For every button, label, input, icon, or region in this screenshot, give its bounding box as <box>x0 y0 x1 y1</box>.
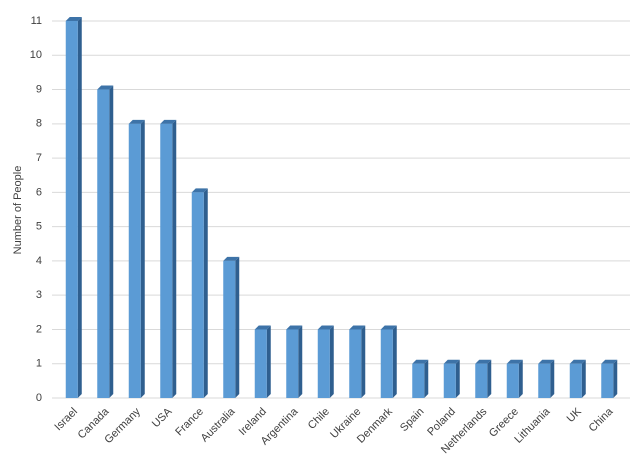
bar-front <box>128 123 141 399</box>
bar-side <box>172 119 177 399</box>
bar-front <box>97 89 110 398</box>
bar <box>601 359 618 398</box>
bar-side <box>361 325 366 398</box>
bar-top <box>569 359 586 364</box>
bar-side <box>455 359 460 398</box>
bar-side <box>298 325 303 398</box>
y-tick-label: 9 <box>36 83 42 95</box>
bar <box>128 119 145 399</box>
bar-top <box>538 359 555 364</box>
bar-front <box>317 329 330 398</box>
y-tick-label: 3 <box>36 289 42 301</box>
x-tick-label: Israel <box>52 406 80 434</box>
y-tick-label: 5 <box>36 221 42 233</box>
y-tick-label: 2 <box>36 323 42 335</box>
x-tick-label: China <box>587 405 616 434</box>
bar-side <box>77 17 82 398</box>
bar-front <box>538 363 551 398</box>
bar <box>569 359 586 398</box>
x-tick-label: Lithuania <box>512 405 553 446</box>
y-tick-label: 8 <box>36 118 42 130</box>
bar <box>160 119 177 399</box>
bar-side <box>109 85 114 398</box>
y-tick-label: 11 <box>31 15 42 27</box>
bar-side <box>329 325 334 398</box>
y-tick-label: 10 <box>30 49 42 61</box>
bar-side <box>424 359 429 398</box>
bar-side <box>392 325 397 398</box>
bar-side <box>140 119 145 399</box>
bar-top <box>380 325 397 330</box>
bar-front <box>475 363 488 398</box>
bar-front <box>569 363 582 398</box>
bar <box>349 325 366 398</box>
bar <box>317 325 334 398</box>
bar-side <box>266 325 271 398</box>
bar <box>475 359 492 398</box>
bar-side <box>550 359 555 398</box>
bar-top <box>191 188 208 193</box>
bar-side <box>203 188 208 398</box>
bar-top <box>65 17 82 21</box>
bar <box>65 17 82 398</box>
bar-top <box>286 325 303 330</box>
bar-top <box>601 359 618 364</box>
bar-top <box>223 256 240 261</box>
bar-front <box>191 192 204 398</box>
bar <box>286 325 303 398</box>
bar-front <box>412 363 425 398</box>
bar-top <box>475 359 492 364</box>
bar <box>254 325 271 398</box>
y-axis-label: Number of People <box>12 166 24 255</box>
bar-front <box>443 363 456 398</box>
bar-front <box>65 21 78 398</box>
x-tick-label: UK <box>565 405 585 425</box>
bar-side <box>613 359 618 398</box>
bar <box>412 359 429 398</box>
x-tick-label: Denmark <box>355 405 395 445</box>
y-tick-label: 0 <box>36 392 42 404</box>
bar-front <box>254 329 267 398</box>
bar-front <box>286 329 299 398</box>
bar-side <box>518 359 523 398</box>
y-tick-label: 6 <box>36 186 42 198</box>
bar-front <box>380 329 393 398</box>
bar-side <box>487 359 492 398</box>
y-tick-label: 1 <box>36 358 42 370</box>
bar-top <box>128 119 145 124</box>
x-tick-label: Australia <box>199 405 238 444</box>
bar <box>223 256 240 398</box>
bar-side <box>581 359 586 398</box>
x-tick-label: Spain <box>398 406 426 434</box>
bar <box>191 188 208 398</box>
bar-top <box>506 359 523 364</box>
bar <box>97 85 114 398</box>
y-tick-label: 7 <box>36 152 42 164</box>
bar-top <box>160 119 177 124</box>
bar-top <box>97 85 114 90</box>
bar-front <box>349 329 362 398</box>
bar-front <box>223 260 236 398</box>
bar-side <box>235 256 240 398</box>
bar-front <box>160 123 173 399</box>
bar <box>443 359 460 398</box>
bar-top <box>412 359 429 364</box>
bar <box>380 325 397 398</box>
bar-front <box>506 363 519 398</box>
bar <box>538 359 555 398</box>
y-tick-label: 4 <box>36 255 42 267</box>
bar-top <box>349 325 366 330</box>
x-tick-label: USA <box>150 405 175 430</box>
x-tick-label: Chile <box>306 406 332 432</box>
bar-top <box>317 325 334 330</box>
bar <box>506 359 523 398</box>
bar-top <box>254 325 271 330</box>
bar-front <box>601 363 614 398</box>
bar-top <box>443 359 460 364</box>
